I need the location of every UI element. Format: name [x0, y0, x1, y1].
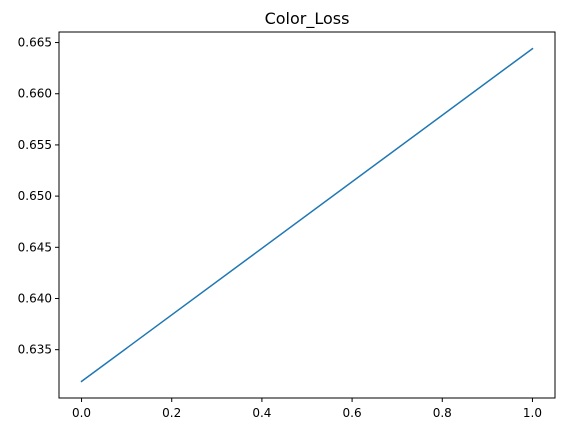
y-tick-label: 0.640 [18, 291, 52, 305]
y-tick-label: 0.655 [18, 138, 52, 152]
chart-title: Color_Loss [265, 9, 350, 29]
y-tick-label: 0.635 [18, 343, 52, 357]
x-tick-label: 1.0 [523, 406, 542, 420]
axis-ticks: 0.0 0.2 0.4 0.6 0.8 1.0 0.635 0.640 0.645 0.650 0.… [18, 36, 542, 420]
x-tick-label: 0.4 [252, 406, 271, 420]
y-tick-label: 0.645 [18, 240, 52, 254]
series-line [82, 49, 533, 382]
x-tick-label: 0.0 [72, 406, 91, 420]
series-layer [82, 49, 533, 382]
x-tick-label: 0.8 [433, 406, 452, 420]
y-tick-label: 0.650 [18, 189, 52, 203]
x-tick-label: 0.2 [162, 406, 181, 420]
x-tick-label: 0.6 [343, 406, 362, 420]
y-tick-label: 0.660 [18, 87, 52, 101]
y-tick-label: 0.665 [18, 36, 52, 50]
